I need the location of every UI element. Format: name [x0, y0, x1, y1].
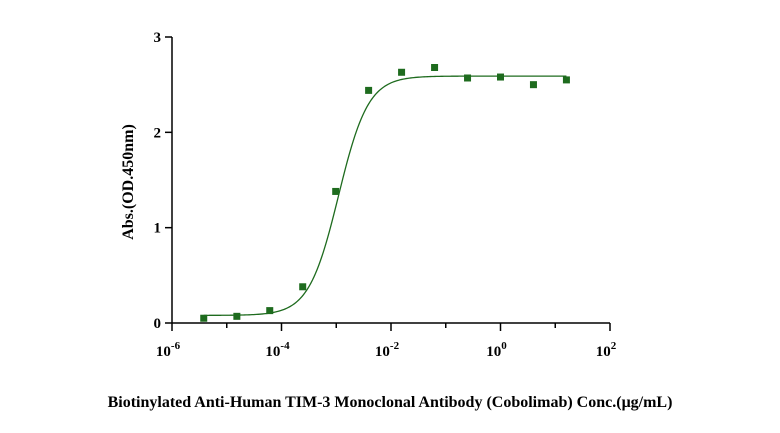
x-axis-title: Biotinylated Anti-Human TIM-3 Monoclonal… [108, 394, 673, 411]
x-tick-label: 10-4 [265, 340, 290, 360]
data-points [200, 64, 570, 322]
y-ticks: 0 1 2 3 [154, 30, 172, 332]
data-point [200, 314, 208, 322]
data-point [431, 64, 439, 72]
x-tick-label: 10-2 [375, 340, 400, 360]
x-ticks: 10-6 10-4 10-2 100 102 [156, 323, 617, 360]
fit-curve [203, 75, 567, 316]
axes [171, 37, 610, 324]
data-point [398, 68, 406, 76]
data-point [562, 76, 570, 84]
x-tick-label: 10-6 [156, 340, 181, 360]
y-tick-label: 3 [154, 30, 162, 46]
data-point [299, 283, 307, 291]
y-tick-label: 0 [154, 316, 162, 332]
data-point [497, 73, 504, 81]
data-point [365, 86, 373, 94]
data-point [266, 307, 274, 315]
y-axis-title: Abs.(OD.450nm) [120, 124, 137, 240]
y-tick-label: 2 [154, 125, 162, 141]
data-point [332, 187, 340, 195]
data-point [529, 81, 537, 89]
x-tick-label: 102 [596, 340, 617, 360]
data-point [464, 74, 472, 82]
data-point [233, 312, 241, 320]
x-tick-label: 100 [486, 340, 507, 360]
y-tick-label: 1 [154, 221, 162, 237]
